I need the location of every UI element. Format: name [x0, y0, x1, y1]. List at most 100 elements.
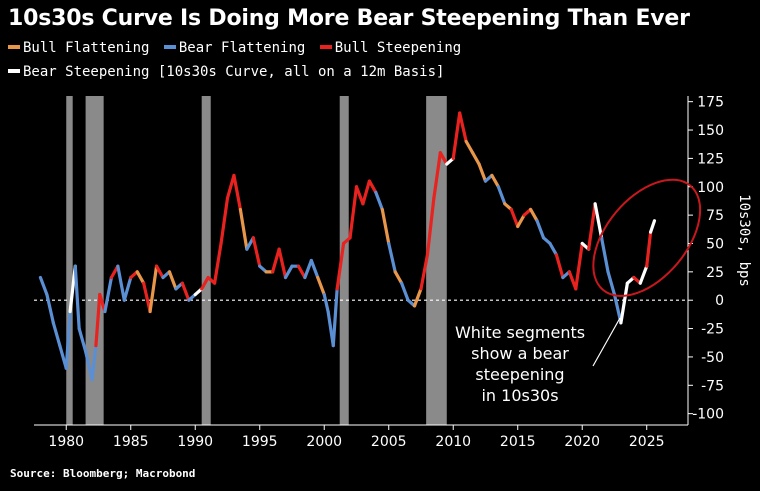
recession-bar — [201, 96, 211, 425]
series-segment-bear-flattening — [309, 258, 320, 280]
x-tick-label: 1995 — [242, 434, 278, 450]
series-segment-bear-flattening — [599, 236, 610, 274]
series-segment-bull-flattening — [135, 270, 146, 285]
series-segment-bear-flattening — [103, 275, 113, 314]
legend-row-1: Bull Flattening Bear Flattening Bull Ste… — [8, 40, 467, 56]
series-segment-bear-flattening — [73, 264, 81, 331]
series-segment-bull-flattening — [529, 207, 539, 223]
series-segment-bull-steepening — [554, 253, 565, 280]
series-segment-bull-steepening — [212, 241, 223, 285]
annotation-line: show a bear — [471, 344, 569, 363]
legend-item-bull-steepening: Bull Steepening — [319, 40, 462, 56]
legend-swatch — [163, 45, 176, 49]
series-segment-bear-flattening — [77, 326, 88, 353]
y-tick-label: -25 — [701, 322, 724, 338]
source-note: Source: Bloomberg; Macrobond — [10, 467, 196, 480]
x-tick-label: 2010 — [435, 434, 471, 450]
series-segment-bull-steepening — [296, 264, 307, 280]
highlight-ellipse — [592, 178, 702, 297]
series-segment-bull-flattening — [380, 207, 391, 246]
series-segment-bear-steepening — [593, 202, 604, 240]
legend-label: Bear Steepening [10s30s Curve, all on a … — [23, 64, 445, 80]
y-tick-label: -100 — [692, 407, 724, 423]
annotation-line: White segments — [455, 323, 585, 342]
legend-label: Bear Flattening — [178, 40, 306, 56]
series-segment-bear-flattening — [387, 241, 397, 274]
series-segment-bull-steepening — [335, 241, 346, 291]
legend-item-bear-flattening: Bear Flattening — [163, 40, 306, 56]
y-tick-label: 175 — [697, 95, 724, 111]
series-segment-bull-steepening — [225, 173, 236, 200]
y-tick-label: 50 — [706, 236, 724, 252]
series-segment-bull-flattening — [167, 270, 178, 291]
series-segment-bear-flattening — [374, 190, 384, 212]
series-segment-bear-flattening — [45, 292, 55, 325]
y-tick-label: -75 — [701, 378, 724, 394]
series-segment-bull-steepening — [361, 179, 371, 206]
series-segment-bear-steepening — [619, 281, 629, 325]
x-tick-label: 1985 — [113, 434, 149, 450]
chart-title: 10s30s Curve Is Doing More Bear Steepeni… — [8, 6, 690, 31]
series-segment-bear-flattening — [548, 241, 559, 257]
legend-label: Bull Flattening — [23, 40, 150, 56]
series-segment-bull-steepening — [251, 236, 262, 268]
series-segment-bull-steepening — [200, 275, 210, 291]
x-tick-label: 1990 — [177, 434, 213, 450]
legend-label: Bull Steepening — [334, 40, 462, 56]
annotation-pointer — [592, 317, 621, 367]
series-segment-bear-flattening — [116, 264, 126, 302]
series-segment-bull-flattening — [516, 213, 526, 229]
series-segment-bear-flattening — [283, 264, 294, 280]
recession-bar — [85, 96, 104, 425]
series-segment-bull-steepening — [419, 253, 430, 291]
series-segment-bull-flattening — [393, 270, 404, 285]
series-segment-bull-steepening — [219, 196, 230, 246]
annotation-line: in 10s30s — [481, 386, 558, 405]
series-segment-bear-flattening — [90, 343, 98, 382]
series-segment-bull-steepening — [458, 111, 468, 143]
series-segment-bull-steepening — [94, 292, 102, 348]
series-segment-bull-steepening — [277, 247, 288, 280]
legend-swatch — [8, 45, 20, 49]
recession-bar — [426, 96, 447, 425]
annotation-line: steepening — [475, 365, 564, 384]
legend-swatch — [319, 45, 332, 49]
series-segment-bear-flattening — [400, 281, 410, 302]
series-segment-bull-steepening — [574, 241, 584, 291]
series-segment-bull-steepening — [354, 185, 365, 206]
series-segment-bear-flattening — [122, 275, 133, 302]
series-segment-bull-steepening — [232, 173, 242, 212]
series-segment-bull-steepening — [180, 281, 191, 302]
series-segment-bull-steepening — [587, 202, 597, 251]
series-segment-bull-steepening — [432, 151, 442, 200]
series-segment-bear-steepening — [648, 219, 657, 234]
series-segment-bull-steepening — [348, 185, 359, 240]
y-tick-label: 75 — [706, 208, 724, 224]
legend-item-bear-steepening: Bear Steepening [10s30s Curve, all on a … — [8, 64, 444, 80]
series-segment-bear-steepening — [638, 264, 649, 285]
series-segment-bull-flattening — [316, 275, 326, 297]
recession-bar — [339, 96, 349, 425]
x-tick-label: 2000 — [306, 434, 342, 450]
y-tick-label: 25 — [706, 265, 724, 281]
x-tick-label: 2015 — [500, 434, 536, 450]
series-segment-bull-steepening — [142, 281, 152, 314]
y-tick-label: 100 — [697, 180, 724, 196]
legend-item-bull-flattening: Bull Flattening — [8, 40, 149, 56]
series-segment-bull-steepening — [425, 196, 436, 257]
series-segment-bear-flattening — [303, 258, 313, 280]
series-segment-bear-flattening — [38, 275, 49, 297]
series-segment-bear-flattening — [51, 321, 62, 348]
y-tick-label: 125 — [697, 151, 724, 167]
x-tick-label: 2020 — [564, 434, 600, 450]
series-segment-bull-steepening — [451, 111, 462, 160]
series-segment-bear-flattening — [64, 309, 72, 370]
series-segment-bear-flattening — [496, 185, 507, 206]
series-segment-bear-flattening — [331, 287, 339, 348]
x-tick-label: 2025 — [629, 434, 665, 450]
series-segment-bear-flattening — [322, 292, 330, 314]
legend-swatch — [8, 69, 20, 73]
y-axis-label: 10s30s, bps — [736, 194, 752, 287]
series-segment-bull-steepening — [438, 151, 449, 166]
